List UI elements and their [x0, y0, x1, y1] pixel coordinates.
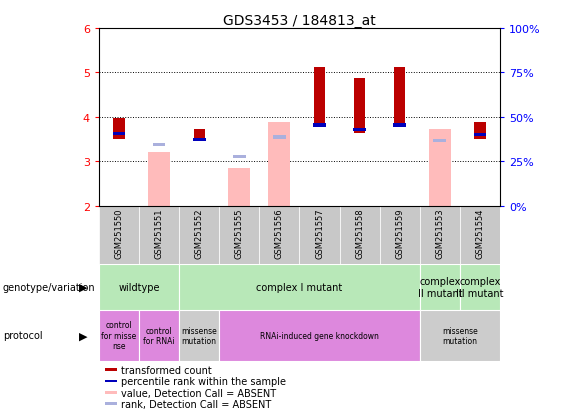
Text: rank, Detection Call = ABSENT: rank, Detection Call = ABSENT — [121, 399, 272, 409]
Text: GSM251559: GSM251559 — [396, 208, 404, 259]
Bar — [99, 206, 139, 264]
Bar — [380, 206, 420, 264]
Bar — [394, 68, 405, 126]
Bar — [420, 310, 500, 361]
Bar — [194, 130, 205, 140]
Bar — [105, 402, 117, 405]
Bar — [314, 68, 325, 126]
Text: GSM251550: GSM251550 — [115, 208, 123, 259]
Bar — [228, 169, 250, 206]
Text: value, Detection Call = ABSENT: value, Detection Call = ABSENT — [121, 388, 277, 398]
Bar — [219, 310, 420, 361]
Title: GDS3453 / 184813_at: GDS3453 / 184813_at — [223, 14, 376, 28]
Bar — [460, 206, 500, 264]
Bar — [153, 144, 166, 147]
Bar — [114, 119, 124, 140]
Text: complex I mutant: complex I mutant — [257, 282, 342, 292]
Bar — [105, 368, 117, 371]
Text: GSM251553: GSM251553 — [436, 208, 444, 259]
Bar — [420, 206, 460, 264]
Bar — [353, 128, 366, 132]
Bar — [340, 206, 380, 264]
Text: control
for RNAi: control for RNAi — [144, 326, 175, 345]
Text: protocol: protocol — [3, 330, 42, 341]
Bar — [354, 78, 365, 133]
Text: complex
III mutant: complex III mutant — [456, 276, 504, 298]
Bar — [139, 206, 179, 264]
Bar — [193, 138, 206, 142]
Bar — [268, 123, 290, 206]
Text: ▶: ▶ — [79, 282, 88, 292]
Text: missense
mutation: missense mutation — [181, 326, 217, 345]
Text: control
for misse
nse: control for misse nse — [101, 321, 137, 350]
Text: GSM251555: GSM251555 — [235, 208, 244, 259]
Text: percentile rank within the sample: percentile rank within the sample — [121, 377, 286, 387]
Text: GSM251556: GSM251556 — [275, 208, 284, 259]
Text: missense
mutation: missense mutation — [442, 326, 478, 345]
Bar — [105, 391, 117, 394]
Bar — [112, 133, 125, 136]
Text: RNAi-induced gene knockdown: RNAi-induced gene knockdown — [260, 331, 379, 340]
Text: GSM251554: GSM251554 — [476, 208, 484, 259]
Bar — [313, 124, 326, 127]
Text: transformed count: transformed count — [121, 365, 212, 375]
Bar — [460, 264, 500, 310]
Text: genotype/variation: genotype/variation — [3, 282, 95, 292]
Bar — [433, 139, 446, 142]
Bar — [179, 264, 420, 310]
Bar — [429, 130, 451, 206]
Text: complex
II mutant: complex II mutant — [418, 276, 462, 298]
Bar — [148, 152, 170, 206]
Bar — [393, 124, 406, 127]
Text: GSM251558: GSM251558 — [355, 208, 364, 259]
Bar — [273, 136, 286, 139]
Bar — [420, 264, 460, 310]
Bar — [473, 134, 486, 137]
Bar — [219, 206, 259, 264]
Text: GSM251557: GSM251557 — [315, 208, 324, 259]
Text: wildtype: wildtype — [118, 282, 160, 292]
Bar — [299, 206, 340, 264]
Text: GSM251551: GSM251551 — [155, 208, 163, 259]
Text: GSM251552: GSM251552 — [195, 208, 203, 259]
Bar — [99, 264, 179, 310]
Bar — [179, 310, 219, 361]
Bar — [475, 123, 485, 140]
Bar — [99, 310, 139, 361]
Bar — [139, 310, 179, 361]
Bar — [105, 380, 117, 382]
Bar — [233, 155, 246, 158]
Bar — [259, 206, 299, 264]
Text: ▶: ▶ — [79, 330, 88, 341]
Bar — [179, 206, 219, 264]
